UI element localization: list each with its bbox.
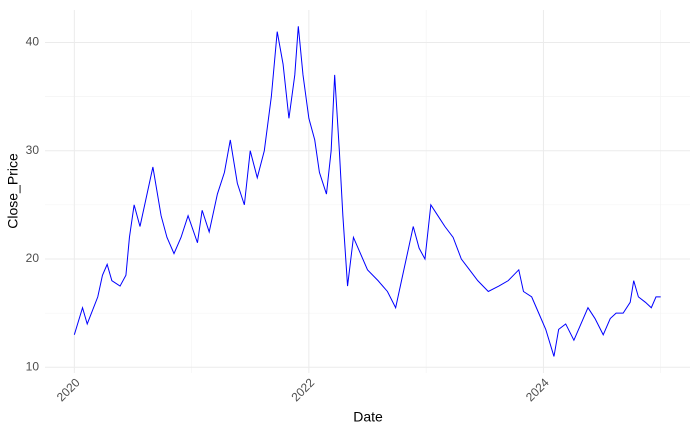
price-line [73, 26, 661, 357]
x-tick-label: 2024 [523, 375, 552, 404]
y-tick-label: 20 [26, 251, 40, 265]
x-tick-label: 2020 [54, 375, 83, 404]
x-axis-title: Date [353, 409, 383, 425]
y-tick-label: 40 [26, 35, 40, 49]
y-tick-label: 10 [26, 359, 40, 373]
y-tick-label: 30 [26, 143, 40, 157]
x-tick-label: 2022 [288, 375, 317, 404]
y-axis-title: Close_Price [5, 153, 21, 229]
